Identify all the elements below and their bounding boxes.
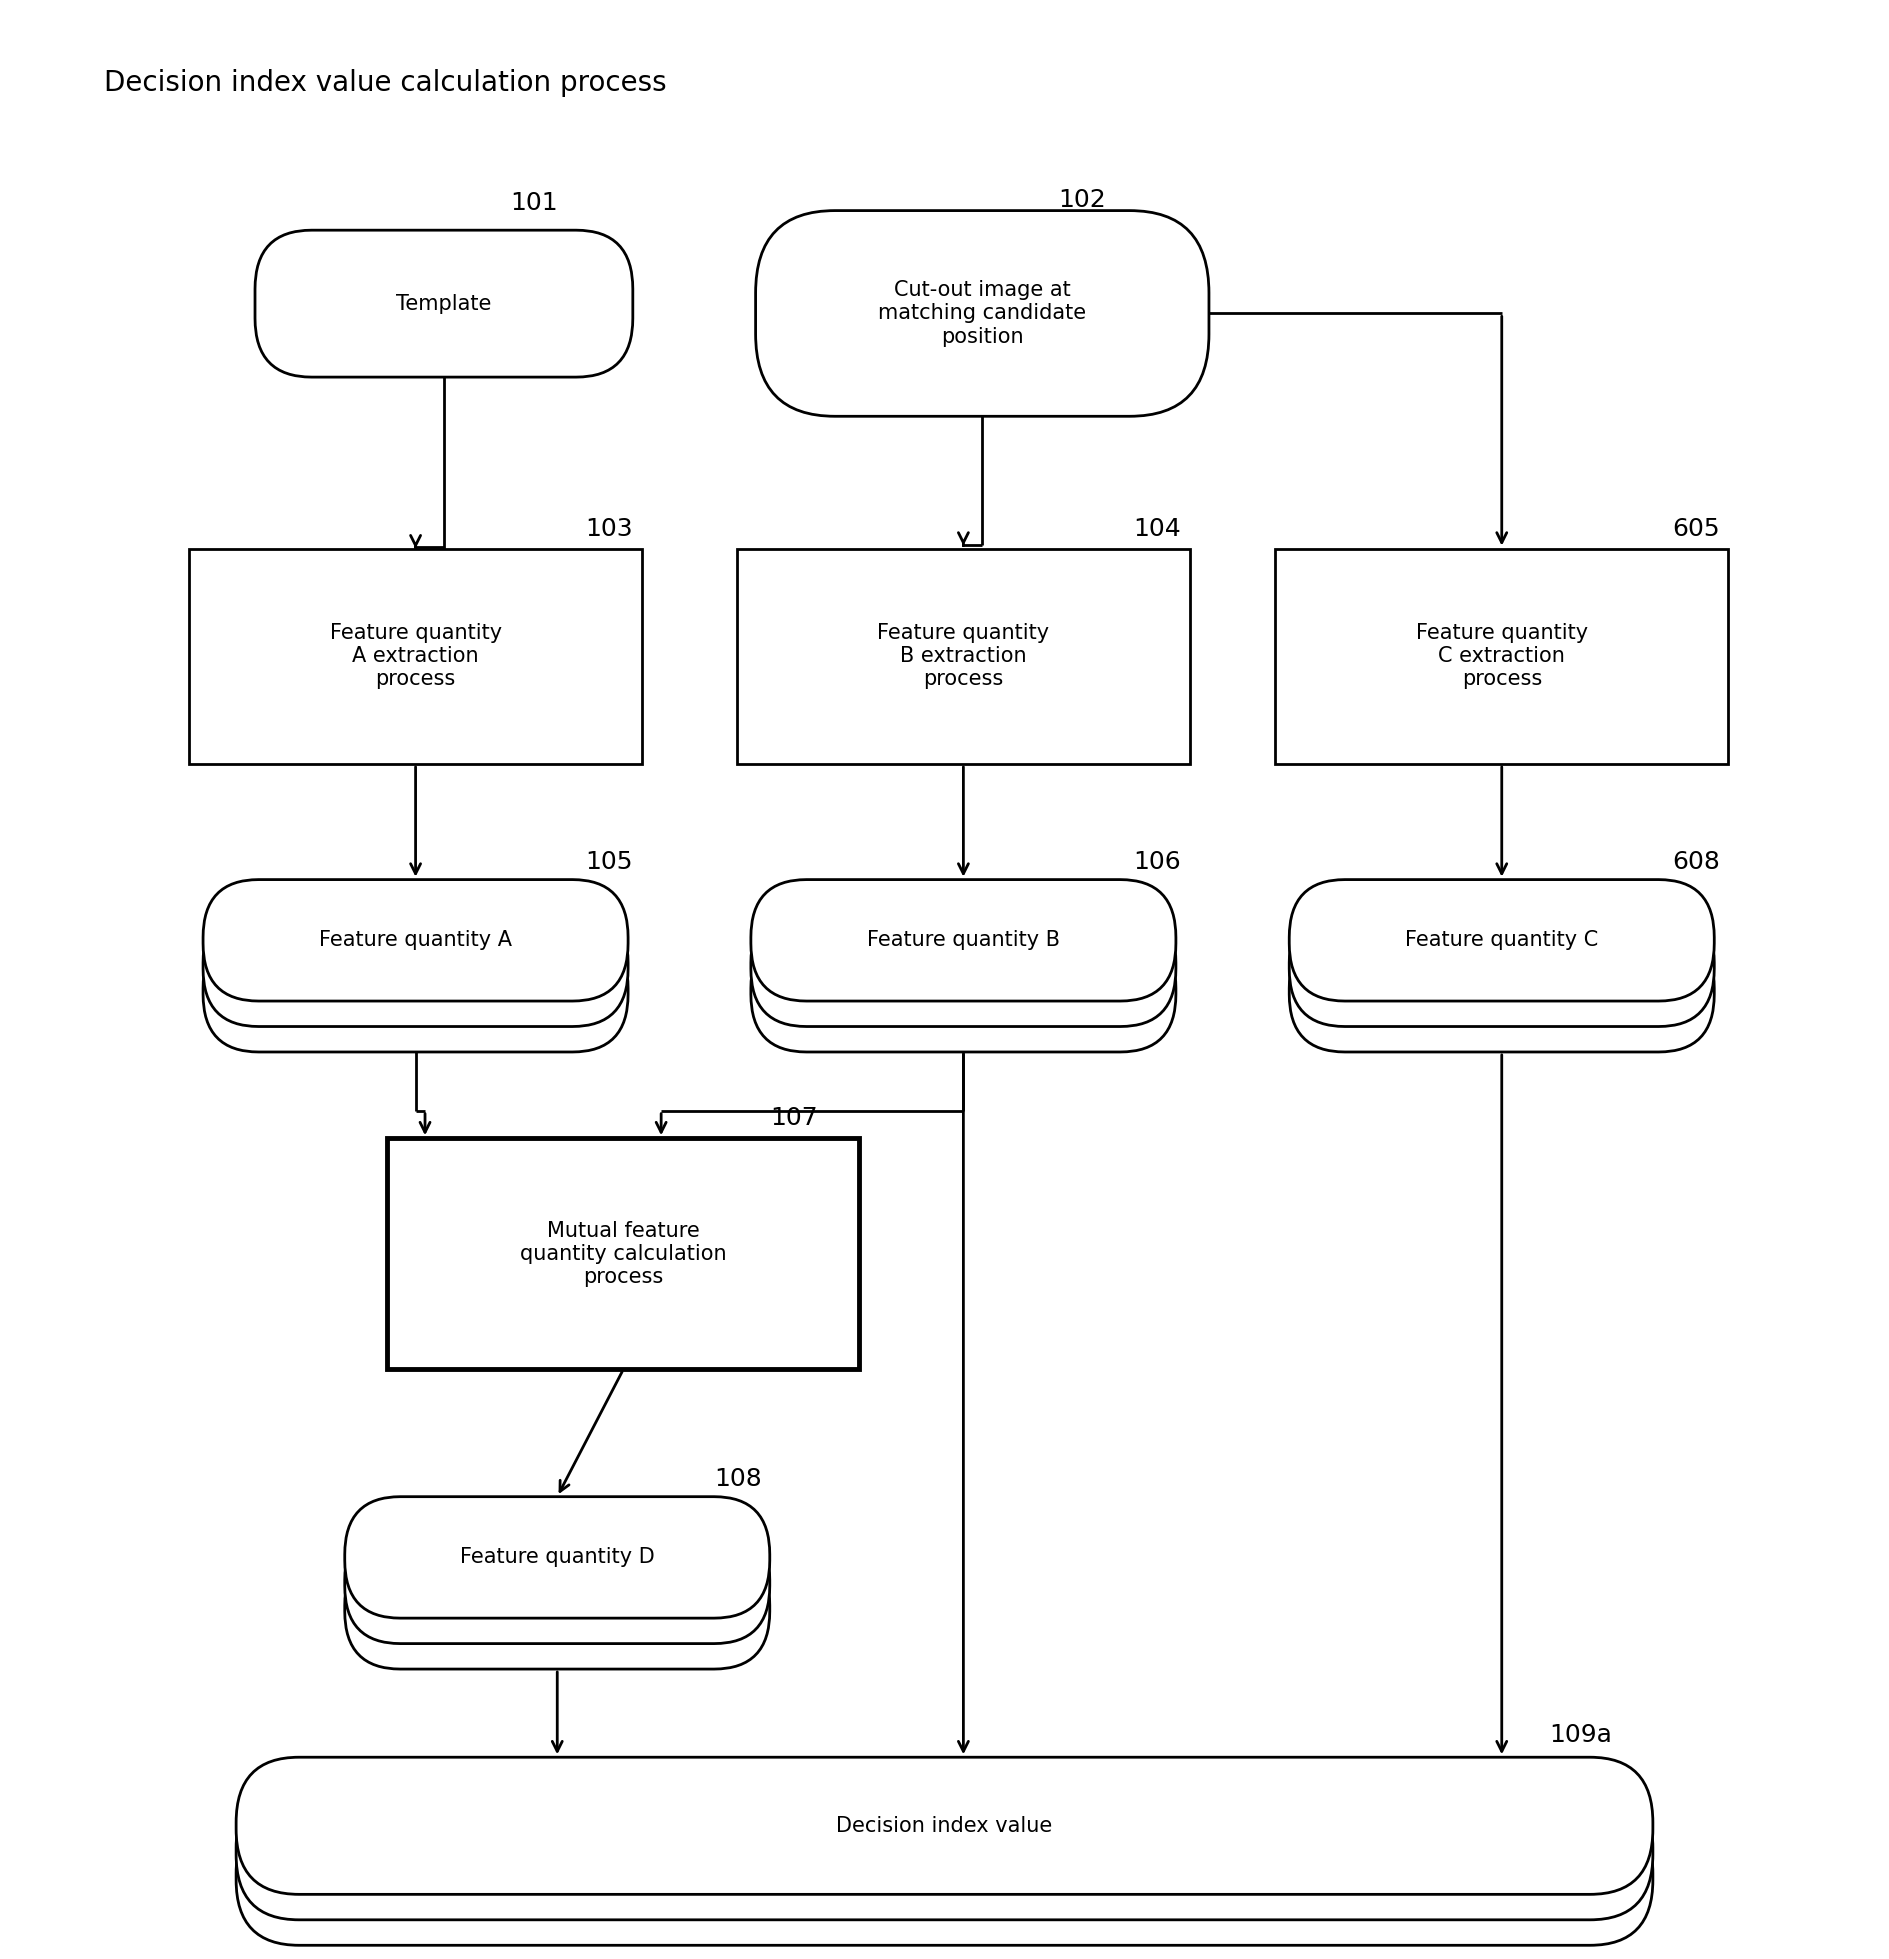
Text: Feature quantity A: Feature quantity A (319, 931, 512, 950)
Text: 106: 106 (1133, 850, 1181, 874)
Text: 105: 105 (586, 850, 633, 874)
Text: 102: 102 (1058, 188, 1105, 212)
Text: Decision index value calculation process: Decision index value calculation process (104, 69, 667, 96)
Text: 101: 101 (510, 192, 557, 215)
Text: Decision index value: Decision index value (837, 1816, 1052, 1836)
FancyBboxPatch shape (750, 880, 1175, 1001)
Text: Feature quantity D: Feature quantity D (459, 1548, 655, 1567)
FancyBboxPatch shape (1288, 880, 1713, 1001)
Text: Feature quantity
A extraction
process: Feature quantity A extraction process (329, 623, 502, 690)
FancyBboxPatch shape (236, 1757, 1653, 1894)
FancyBboxPatch shape (236, 1783, 1653, 1920)
FancyBboxPatch shape (344, 1497, 769, 1618)
FancyBboxPatch shape (202, 905, 627, 1027)
Text: Cut-out image at
matching candidate
position: Cut-out image at matching candidate posi… (878, 280, 1086, 347)
Bar (387, 1138, 859, 1369)
FancyBboxPatch shape (750, 931, 1175, 1052)
FancyBboxPatch shape (202, 931, 627, 1052)
Text: 107: 107 (771, 1107, 818, 1130)
Text: 104: 104 (1133, 517, 1181, 541)
FancyBboxPatch shape (1288, 931, 1713, 1052)
Bar (737, 549, 1190, 764)
Text: Template: Template (397, 294, 491, 313)
Text: Feature quantity
B extraction
process: Feature quantity B extraction process (876, 623, 1050, 690)
Bar (1275, 549, 1728, 764)
Bar (189, 549, 642, 764)
FancyBboxPatch shape (255, 231, 633, 378)
FancyBboxPatch shape (344, 1548, 769, 1669)
FancyBboxPatch shape (756, 212, 1209, 417)
Text: Mutual feature
quantity calculation
process: Mutual feature quantity calculation proc… (519, 1220, 727, 1287)
Text: 108: 108 (714, 1467, 761, 1491)
FancyBboxPatch shape (236, 1808, 1653, 1945)
FancyBboxPatch shape (1288, 905, 1713, 1027)
Text: Feature quantity C: Feature quantity C (1405, 931, 1598, 950)
Text: Feature quantity
C extraction
process: Feature quantity C extraction process (1415, 623, 1589, 690)
FancyBboxPatch shape (750, 905, 1175, 1027)
Text: 608: 608 (1672, 850, 1719, 874)
Text: 109a: 109a (1549, 1724, 1611, 1747)
FancyBboxPatch shape (202, 880, 627, 1001)
Text: 103: 103 (586, 517, 633, 541)
FancyBboxPatch shape (344, 1522, 769, 1644)
Text: Feature quantity B: Feature quantity B (867, 931, 1060, 950)
Text: 605: 605 (1672, 517, 1719, 541)
